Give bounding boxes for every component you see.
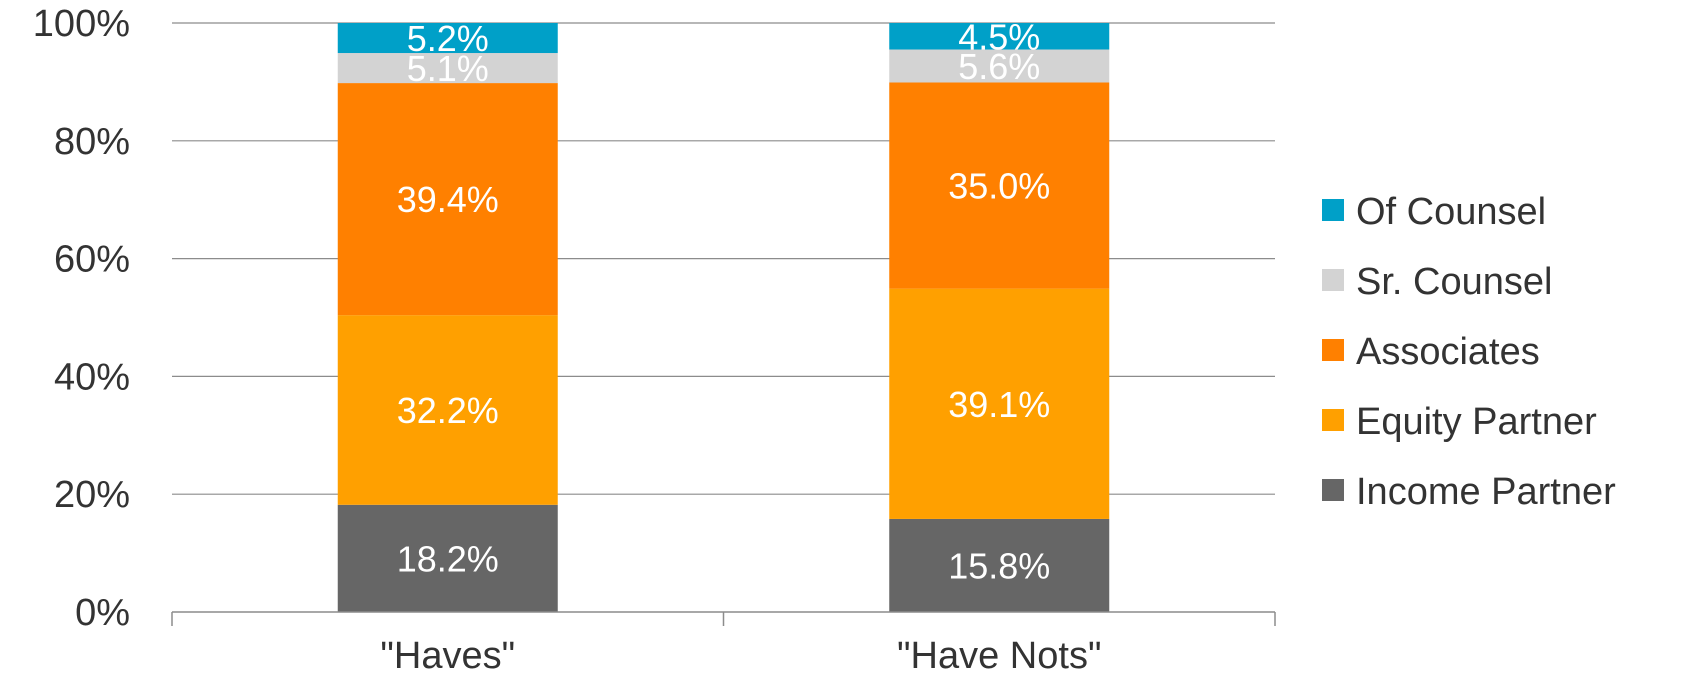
y-tick-label: 80% bbox=[54, 121, 130, 163]
legend-label: Associates bbox=[1356, 331, 1540, 373]
legend-swatch bbox=[1322, 199, 1344, 221]
y-tick-label: 60% bbox=[54, 239, 130, 281]
data-label: 5.6% bbox=[958, 46, 1040, 87]
legend-label: Income Partner bbox=[1356, 471, 1616, 513]
bar-segment bbox=[337, 23, 558, 54]
data-label: 18.2% bbox=[397, 538, 499, 579]
bar-segment bbox=[889, 518, 1110, 612]
y-tick-label: 20% bbox=[54, 474, 130, 516]
legend-swatch bbox=[1322, 409, 1344, 431]
legend-label: Of Counsel bbox=[1356, 191, 1546, 233]
y-tick-label: 40% bbox=[54, 356, 130, 398]
legend: Of Counsel Sr. Counsel Associates Equity Pa… bbox=[1322, 191, 1616, 513]
y-tick-label: 100% bbox=[33, 3, 130, 45]
bar-segment bbox=[337, 315, 558, 505]
y-tick-label: 0% bbox=[75, 592, 130, 634]
legend-swatch bbox=[1322, 339, 1344, 361]
legend-swatch bbox=[1322, 479, 1344, 501]
bar-segment bbox=[889, 49, 1110, 83]
data-label: 39.1% bbox=[948, 384, 1050, 425]
bar-segment bbox=[889, 288, 1110, 519]
bar-segment bbox=[337, 83, 558, 316]
bars bbox=[337, 23, 1110, 612]
category-label: "Have Nots" bbox=[897, 635, 1101, 677]
bar-segment bbox=[889, 23, 1110, 50]
bar-segment bbox=[337, 53, 558, 84]
legend-label: Sr. Counsel bbox=[1356, 261, 1552, 303]
data-label: 15.8% bbox=[948, 545, 1050, 586]
bar-segment bbox=[337, 504, 558, 612]
bar-segment bbox=[889, 82, 1110, 289]
data-labels: 18.2% 32.2% 39.4% 5.1%5.2% 15.8% 39.1% 35.0% 5.… bbox=[397, 16, 1051, 586]
data-label: 5.2% bbox=[407, 18, 489, 59]
category-label: "Haves" bbox=[380, 635, 515, 677]
y-axis-tick-labels: 0% 20% 40% 60% 80% 100% bbox=[33, 3, 130, 634]
data-label: 4.5% bbox=[958, 16, 1040, 57]
legend-label: Equity Partner bbox=[1356, 401, 1597, 443]
gridlines bbox=[172, 22, 1275, 495]
legend-swatch bbox=[1322, 269, 1344, 291]
data-label: 39.4% bbox=[397, 179, 499, 220]
data-label: 5.1% bbox=[407, 48, 489, 89]
data-label: 32.2% bbox=[397, 390, 499, 431]
data-label: 35.0% bbox=[948, 166, 1050, 207]
x-axis: "Haves" "Have Nots" bbox=[171, 611, 1276, 677]
